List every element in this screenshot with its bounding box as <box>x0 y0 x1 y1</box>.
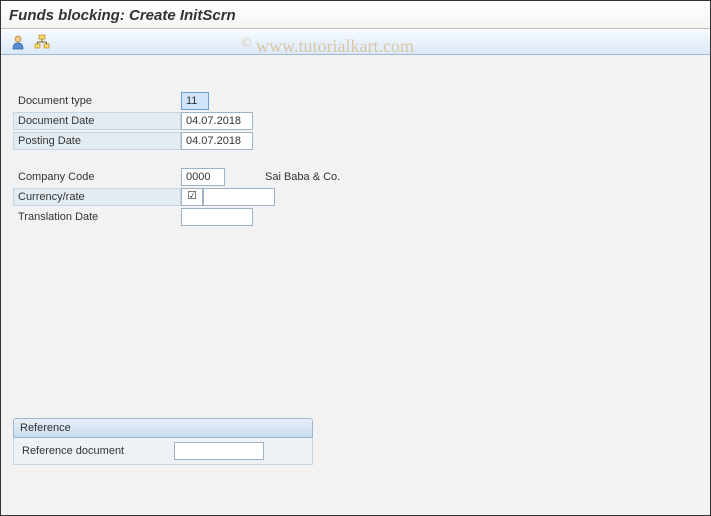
input-document-type[interactable] <box>181 92 209 110</box>
input-document-date[interactable] <box>181 112 253 130</box>
row-posting-date: Posting Date <box>13 131 698 151</box>
input-translation-date[interactable] <box>181 208 253 226</box>
reference-header: Reference <box>13 418 313 438</box>
input-reference-document[interactable] <box>174 442 264 460</box>
row-document-type: Document type <box>13 91 698 111</box>
reference-group: Reference Reference document <box>13 418 313 465</box>
label-company-code: Company Code <box>13 168 181 186</box>
row-currency-rate: Currency/rate ☑ <box>13 187 698 207</box>
label-document-type: Document type <box>13 92 181 110</box>
hierarchy-icon <box>34 34 50 50</box>
input-posting-date[interactable] <box>181 132 253 150</box>
title-bar: Funds blocking: Create InitScrn <box>1 1 710 29</box>
row-company-code: Company Code Sai Baba & Co. <box>13 167 698 187</box>
row-document-date: Document Date <box>13 111 698 131</box>
input-currency-rate[interactable] <box>203 188 275 206</box>
form-area: Document type Document Date Posting Date… <box>1 55 710 237</box>
label-currency-rate: Currency/rate <box>13 188 181 206</box>
label-translation-date: Translation Date <box>13 208 181 226</box>
company-code-description: Sai Baba & Co. <box>265 171 340 183</box>
label-document-date: Document Date <box>13 112 181 130</box>
input-company-code[interactable] <box>181 168 225 186</box>
label-posting-date: Posting Date <box>13 132 181 150</box>
person-icon-button[interactable] <box>7 32 29 52</box>
page-title: Funds blocking: Create InitScrn <box>9 7 236 24</box>
hierarchy-icon-button[interactable] <box>31 32 53 52</box>
input-currency-check[interactable]: ☑ <box>181 188 203 206</box>
reference-body: Reference document <box>13 438 313 465</box>
label-reference-document: Reference document <box>14 443 174 459</box>
toolbar <box>1 29 710 55</box>
row-translation-date: Translation Date <box>13 207 698 227</box>
person-icon <box>10 34 26 50</box>
row-reference-document: Reference document <box>14 441 312 461</box>
